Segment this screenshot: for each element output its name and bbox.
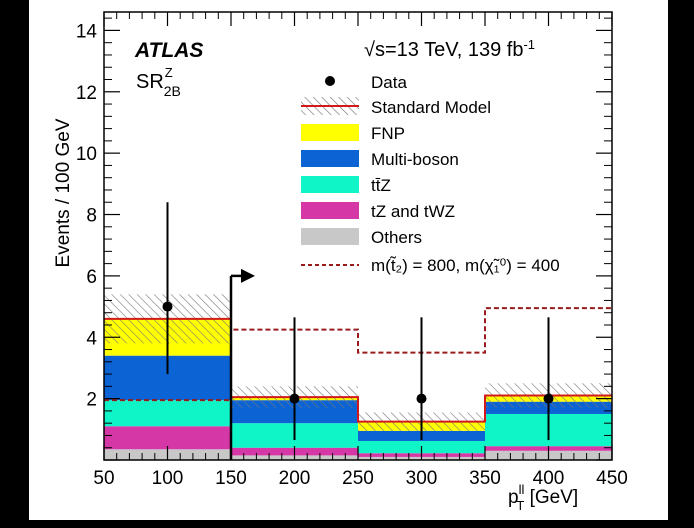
y-tick-label: 12 — [76, 83, 97, 104]
legend-ttz-swatch — [301, 176, 359, 193]
cut-arrow-head — [241, 268, 255, 283]
data-point-2 — [289, 393, 300, 404]
legend-fnp-swatch — [301, 124, 359, 141]
x-tick-label: 400 — [533, 468, 565, 489]
x-tick-label: 200 — [279, 468, 311, 489]
y-axis-title: Events / 100 GeV — [53, 118, 74, 267]
x-tick-label: 50 — [93, 468, 114, 489]
y-tick-label: 4 — [86, 328, 97, 349]
legend-data-marker — [325, 76, 335, 86]
data-points — [162, 202, 554, 441]
y-tick-label: 2 — [86, 390, 97, 411]
legend-tz-label: tZ and tWZ — [371, 202, 455, 221]
x-tick-label: 250 — [342, 468, 374, 489]
energy-label: √s=13 TeV, 139 fb-1 — [364, 37, 535, 62]
legend-tz-swatch — [301, 202, 359, 219]
y-tick-label: 8 — [86, 206, 97, 227]
bar-ttz-bin-1 — [104, 400, 231, 427]
atlas-label: ATLAS — [134, 39, 203, 62]
x-tick-label: 350 — [469, 468, 501, 489]
legend-fnp-label: FNP — [371, 124, 405, 143]
bar-tz-and-twz-bin-1 — [104, 426, 231, 450]
data-point-1 — [162, 301, 173, 312]
y-tick-label: 10 — [76, 144, 97, 165]
data-point-4 — [543, 393, 554, 404]
data-point-3 — [416, 393, 427, 404]
y-tick-label: 6 — [86, 267, 97, 288]
chart-svg: 50 100 150 200 250 300 350 400 450 2 4 6 8 10 12 14 ATL… — [53, 11, 628, 513]
legend-data-label: Data — [371, 73, 407, 92]
x-axis-title: pll T [GeV] — [508, 482, 578, 513]
axes: 50 100 150 200 250 300 350 400 450 2 4 6 8 10 12 14 — [76, 11, 628, 489]
legend-sm-label: Standard Model — [371, 98, 491, 117]
y-tick-label: 14 — [76, 21, 98, 42]
plot-frame: 50 100 150 200 250 300 350 400 450 2 4 6 8 10 12 14 ATL… — [29, 0, 668, 520]
legend-others-label: Others — [371, 228, 422, 247]
legend-multiboson-swatch — [301, 150, 359, 167]
legend: Data Standard Model FNP Multi-boson tt̄Z… — [301, 73, 560, 275]
legend-ttz-label: tt̄Z — [371, 176, 391, 195]
cut-arrow — [229, 268, 255, 460]
legend-others-swatch — [301, 228, 359, 245]
x-tick-label: 150 — [215, 468, 247, 489]
region-label: SRZ 2B — [136, 65, 181, 99]
x-tick-label: 100 — [152, 468, 184, 489]
x-tick-label: 450 — [596, 468, 628, 489]
legend-multiboson-label: Multi-boson — [371, 150, 459, 169]
x-tick-label: 300 — [406, 468, 438, 489]
legend-signal-label: m(t̃₂) = 800, m(χ̃₁⁰) = 400 — [371, 256, 560, 275]
